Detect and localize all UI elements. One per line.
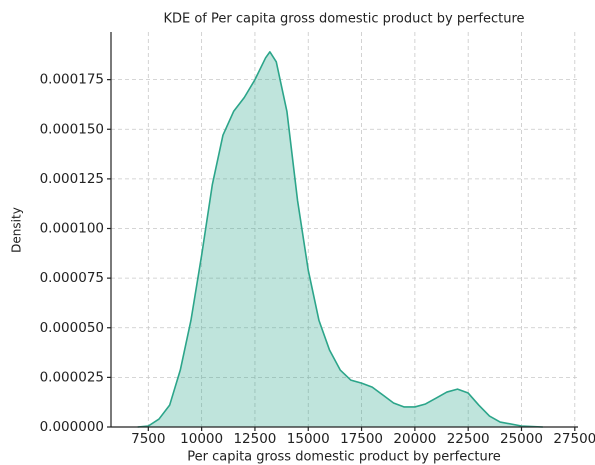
density-area [137,51,543,427]
x-tick-label: 12500 [233,431,276,447]
x-axis-label: Per capita gross domestic product by per… [187,450,501,465]
y-tick-label: 0.000125 [40,171,104,187]
y-tick-label: 0.000025 [40,369,104,385]
y-tick-label: 0.000150 [40,121,104,137]
y-tick-label: 0.000050 [40,320,104,336]
x-tick-label: 17500 [340,431,383,447]
chart-title: KDE of Per capita gross domestic product… [163,12,524,27]
y-tick-label: 0.000100 [40,221,104,237]
x-tick-label: 20000 [393,431,436,447]
x-tick-label: 15000 [287,431,330,447]
x-tick-label: 25000 [500,431,543,447]
x-tick-label: 10000 [180,431,223,447]
y-tick-label: 0.000000 [40,419,104,435]
x-tick-label: 27500 [553,431,595,447]
y-axis-label: Density [10,207,24,253]
y-tick-label: 0.000075 [40,270,104,286]
y-tick-label: 0.000175 [40,72,104,88]
x-tick-label: 22500 [447,431,490,447]
density-line [137,51,543,428]
x-tick-label: 7500 [131,431,165,447]
